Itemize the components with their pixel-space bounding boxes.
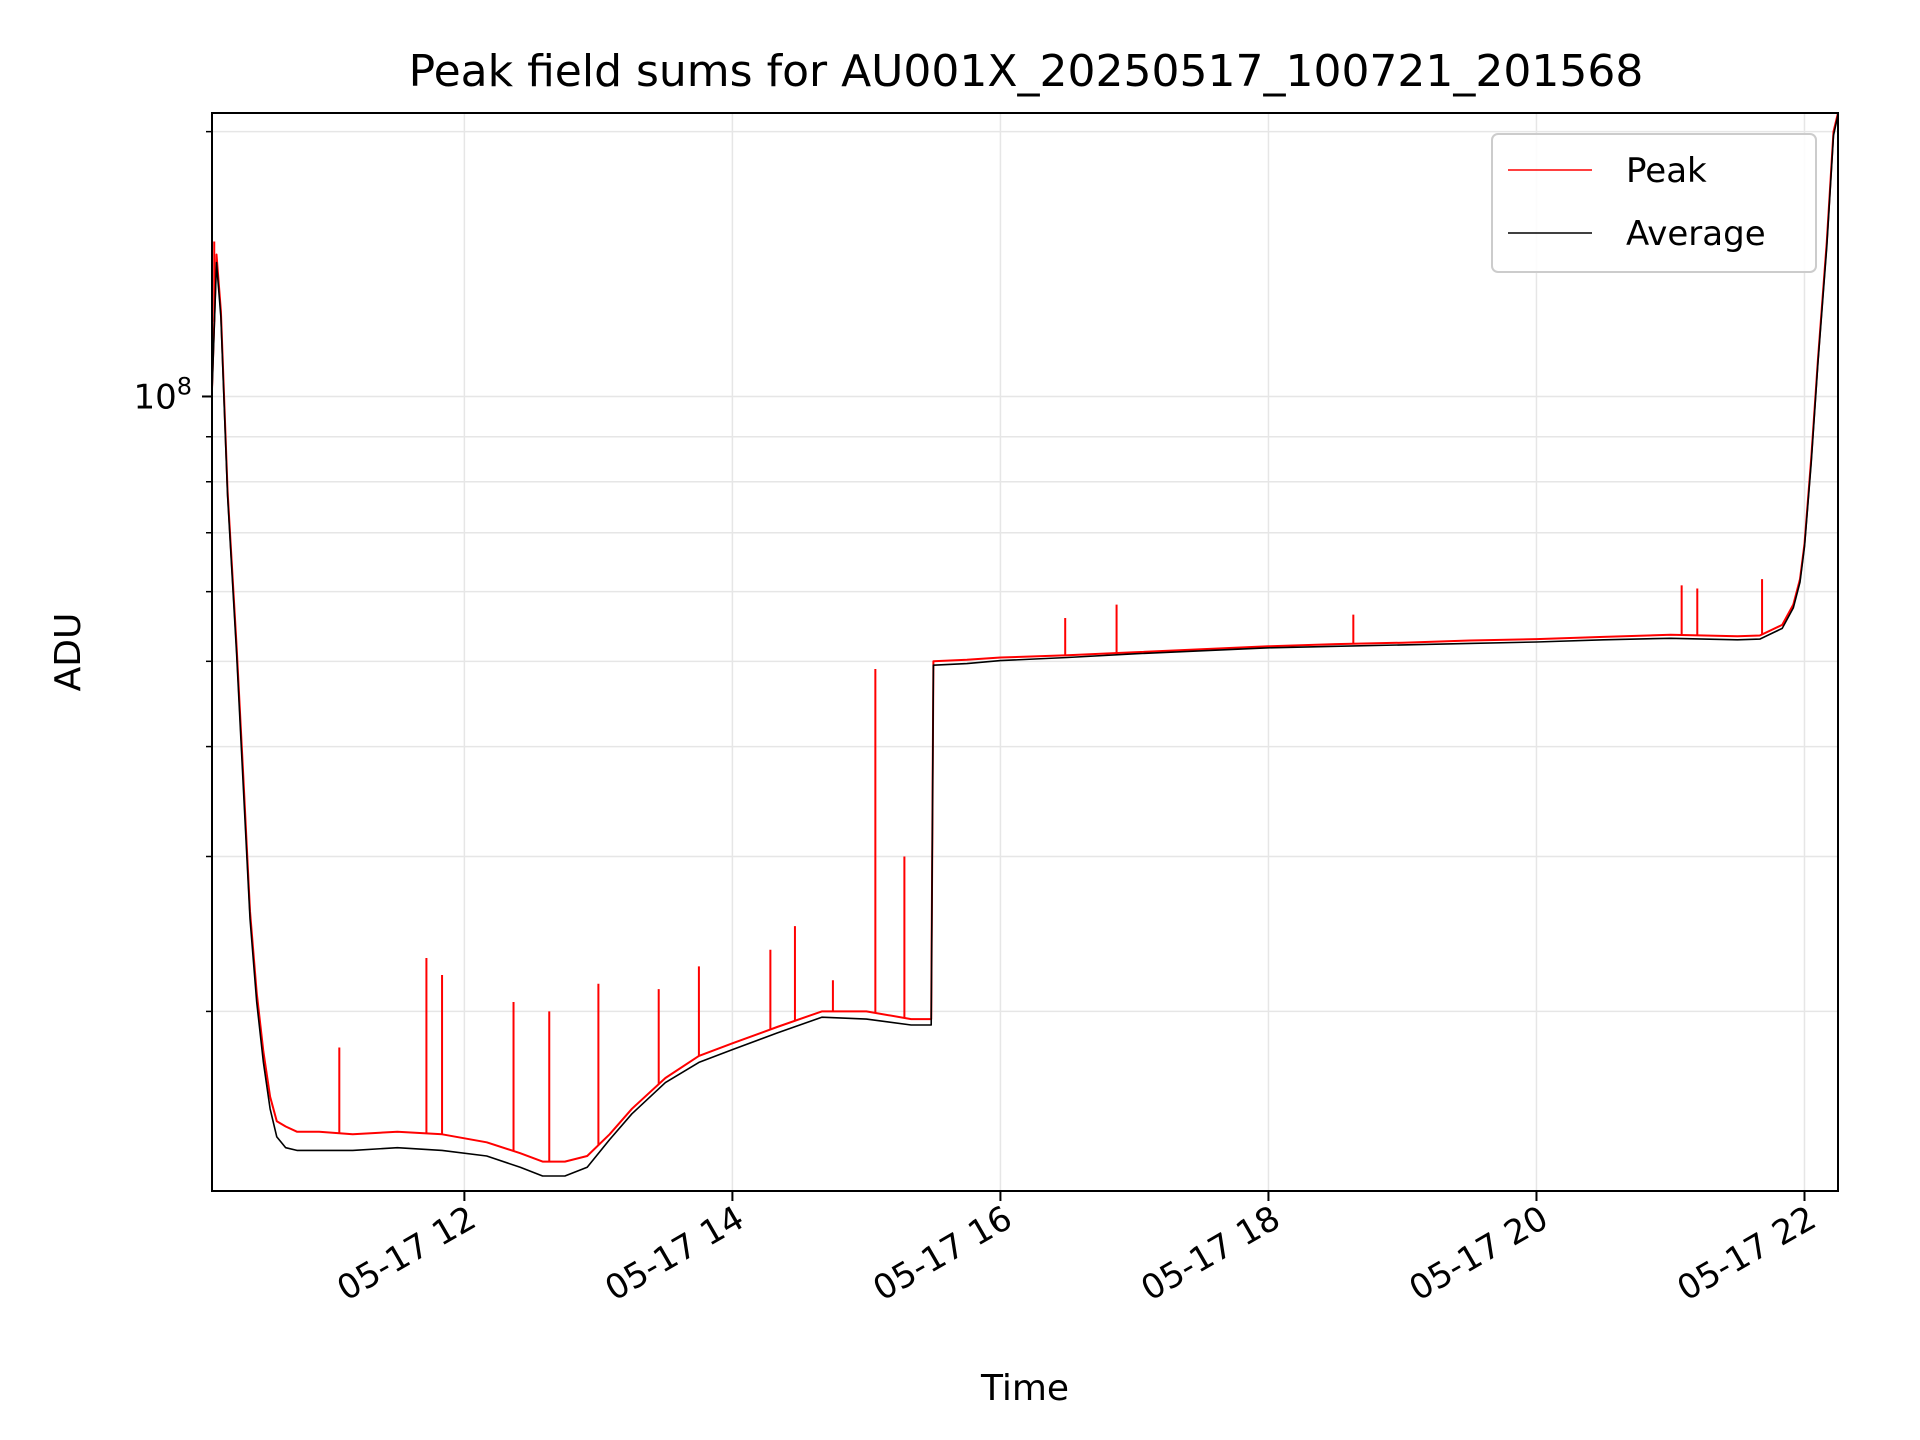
grid <box>212 113 1838 1191</box>
x-axis-label: Time <box>980 1368 1069 1409</box>
legend-label-average: Average <box>1626 214 1766 254</box>
chart-title: Peak field sums for AU001X_20250517_1007… <box>409 46 1644 97</box>
legend-box <box>1491 133 1817 273</box>
legend-label-peak: Peak <box>1626 151 1707 191</box>
series-layer <box>212 113 1838 1177</box>
legend: Peak Average <box>1491 133 1817 273</box>
plot-frame <box>211 112 1839 1192</box>
y-axis: 108 <box>133 130 212 1013</box>
y-tick-label-base: 10 <box>133 377 176 417</box>
series-line-average <box>212 114 1838 1177</box>
y-tick-label: 108 <box>133 372 192 417</box>
y-axis-label: ADU <box>48 613 89 692</box>
series-line-peak <box>212 113 1838 1163</box>
y-tick-label-exponent: 8 <box>177 372 192 400</box>
